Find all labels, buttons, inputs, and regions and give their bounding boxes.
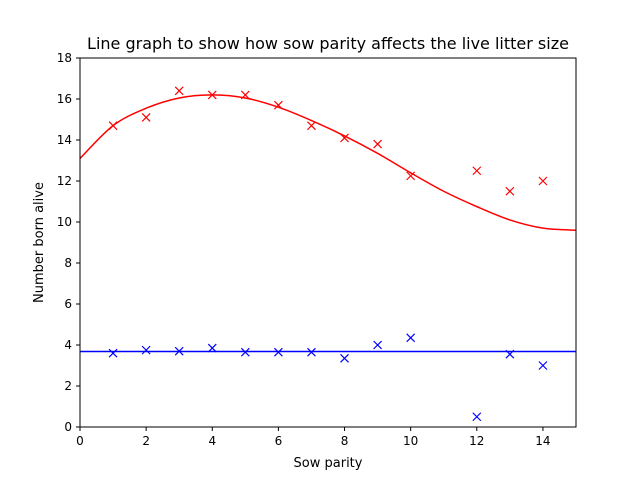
x-tick-label: 4 (208, 434, 216, 448)
data-point-series-2 (505, 349, 515, 359)
data-point-series-2 (472, 412, 482, 422)
data-point-series-2 (340, 353, 349, 363)
data-point-series-1 (174, 86, 184, 96)
x-tick-label: 12 (469, 434, 484, 448)
y-tick-label: 4 (64, 338, 72, 352)
x-axis-label: Sow parity (294, 456, 363, 471)
plot-marks (80, 86, 576, 422)
data-point-series-2 (538, 361, 548, 370)
data-point-series-1 (472, 166, 482, 176)
y-tick-label: 10 (57, 215, 72, 229)
y-tick-label: 8 (64, 256, 72, 270)
x-tick-label: 0 (76, 434, 84, 448)
x-tick-label: 8 (341, 434, 349, 448)
y-tick-label: 6 (64, 297, 72, 311)
y-tick-label: 18 (57, 51, 72, 65)
y-tick-label: 14 (57, 133, 72, 147)
axis-ticks: 0 2 4 6 8 10 12 14 0 2 4 6 8 10 12 14 16 18 (57, 51, 551, 448)
data-point-series-1 (141, 113, 151, 122)
data-point-series-2 (373, 340, 383, 350)
x-tick-label: 2 (142, 434, 150, 448)
chart-title: Line graph to show how sow parity affect… (87, 34, 569, 53)
data-point-series-2 (240, 347, 250, 357)
data-point-series-2 (174, 346, 184, 356)
y-tick-label: 12 (57, 174, 72, 188)
data-point-series-1 (373, 139, 383, 149)
data-point-series-1 (406, 171, 416, 181)
data-point-series-1 (307, 121, 316, 131)
data-point-series-1 (505, 186, 515, 196)
data-point-series-2 (108, 348, 118, 358)
y-tick-label: 0 (64, 420, 72, 434)
data-point-series-1 (240, 90, 250, 100)
data-point-series-1 (207, 90, 217, 100)
x-tick-label: 14 (535, 434, 550, 448)
data-point-series-1 (340, 133, 349, 143)
data-point-series-2 (406, 333, 416, 343)
y-axis-label: Number born alive (32, 182, 47, 303)
data-point-series-1 (538, 176, 548, 186)
data-point-series-2 (141, 345, 151, 355)
plot-frame (79, 57, 577, 428)
data-point-series-2 (307, 347, 316, 357)
x-tick-label: 10 (403, 434, 418, 448)
data-point-series-2 (207, 343, 217, 353)
x-tick-label: 6 (275, 434, 283, 448)
y-tick-label: 16 (57, 92, 72, 106)
data-point-series-2 (273, 347, 283, 357)
y-tick-label: 2 (64, 379, 72, 393)
data-point-series-1 (108, 121, 118, 131)
data-point-series-1 (273, 100, 283, 110)
fit-curve-series-1 (80, 94, 576, 231)
